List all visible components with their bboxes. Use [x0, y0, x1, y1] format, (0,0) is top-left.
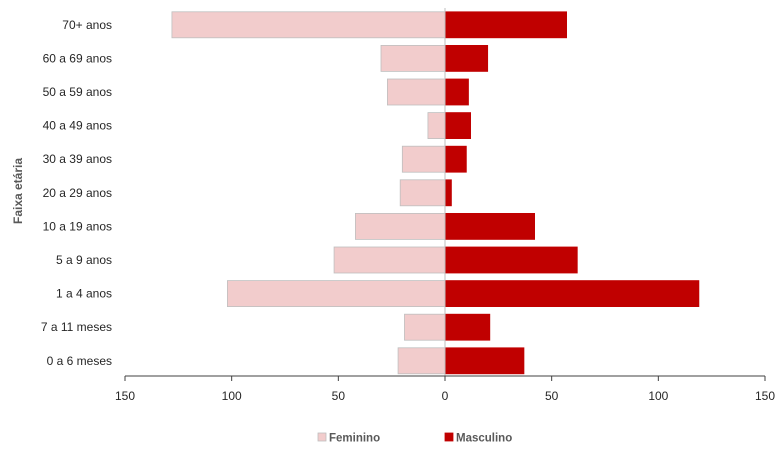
- x-tick-label: 50: [332, 389, 346, 403]
- legend-label: Feminino: [329, 433, 380, 445]
- bar-masculino: [444, 246, 578, 274]
- bar-feminino: [401, 145, 446, 173]
- category-label: 20 a 29 anos: [43, 186, 112, 200]
- category-label: 0 a 6 meses: [47, 354, 112, 368]
- category-label: 30 a 39 anos: [43, 152, 112, 166]
- bar-feminino: [226, 280, 446, 308]
- category-label: 10 a 19 anos: [43, 219, 112, 233]
- bar-feminino: [354, 212, 446, 240]
- x-axis: 150 100 50 0 50 100 150: [115, 8, 775, 403]
- category-label: 60 a 69 anos: [43, 51, 112, 65]
- x-tick-label: 150: [755, 389, 775, 403]
- bar-masculino: [444, 280, 700, 308]
- category-label: 50 a 59 anos: [43, 85, 112, 99]
- bar-masculino: [444, 45, 489, 72]
- x-tick-label: 150: [115, 389, 135, 403]
- x-tick-label: 100: [222, 389, 242, 403]
- bars-layer: [171, 11, 700, 375]
- category-label: 7 a 11 meses: [41, 320, 112, 334]
- bar-feminino: [333, 246, 446, 274]
- bar-feminino: [404, 313, 446, 341]
- bar-masculino: [444, 347, 525, 375]
- bar-masculino: [444, 212, 535, 240]
- legend-swatch: [317, 432, 327, 442]
- category-labels: 70+ anos 60 a 69 anos 50 a 59 anos 40 a 49 …: [41, 18, 112, 368]
- bar-masculino: [444, 313, 491, 341]
- bar-masculino: [444, 112, 472, 139]
- legend-label: Masculino: [456, 433, 512, 445]
- x-tick-label: 0: [442, 389, 449, 403]
- bar-feminino: [397, 347, 446, 375]
- category-label: 1 a 4 anos: [56, 287, 112, 301]
- x-tick-label: 50: [545, 389, 559, 403]
- y-axis-label: Faixa etária: [11, 158, 25, 224]
- bar-feminino: [380, 45, 446, 72]
- bar-masculino: [444, 78, 469, 106]
- category-label: 5 a 9 anos: [56, 253, 112, 267]
- bar-feminino: [399, 179, 446, 207]
- bar-masculino: [444, 179, 452, 207]
- category-label: 40 a 49 anos: [43, 119, 112, 133]
- bar-feminino: [386, 78, 446, 106]
- bar-feminino: [171, 11, 446, 39]
- category-label: 70+ anos: [62, 18, 112, 32]
- bar-masculino: [444, 11, 567, 39]
- bar-masculino: [444, 145, 467, 173]
- legend-swatch: [444, 432, 454, 442]
- bar-feminino: [427, 112, 446, 139]
- legend: Feminino Masculino: [317, 432, 512, 445]
- x-tick-label: 100: [648, 389, 668, 403]
